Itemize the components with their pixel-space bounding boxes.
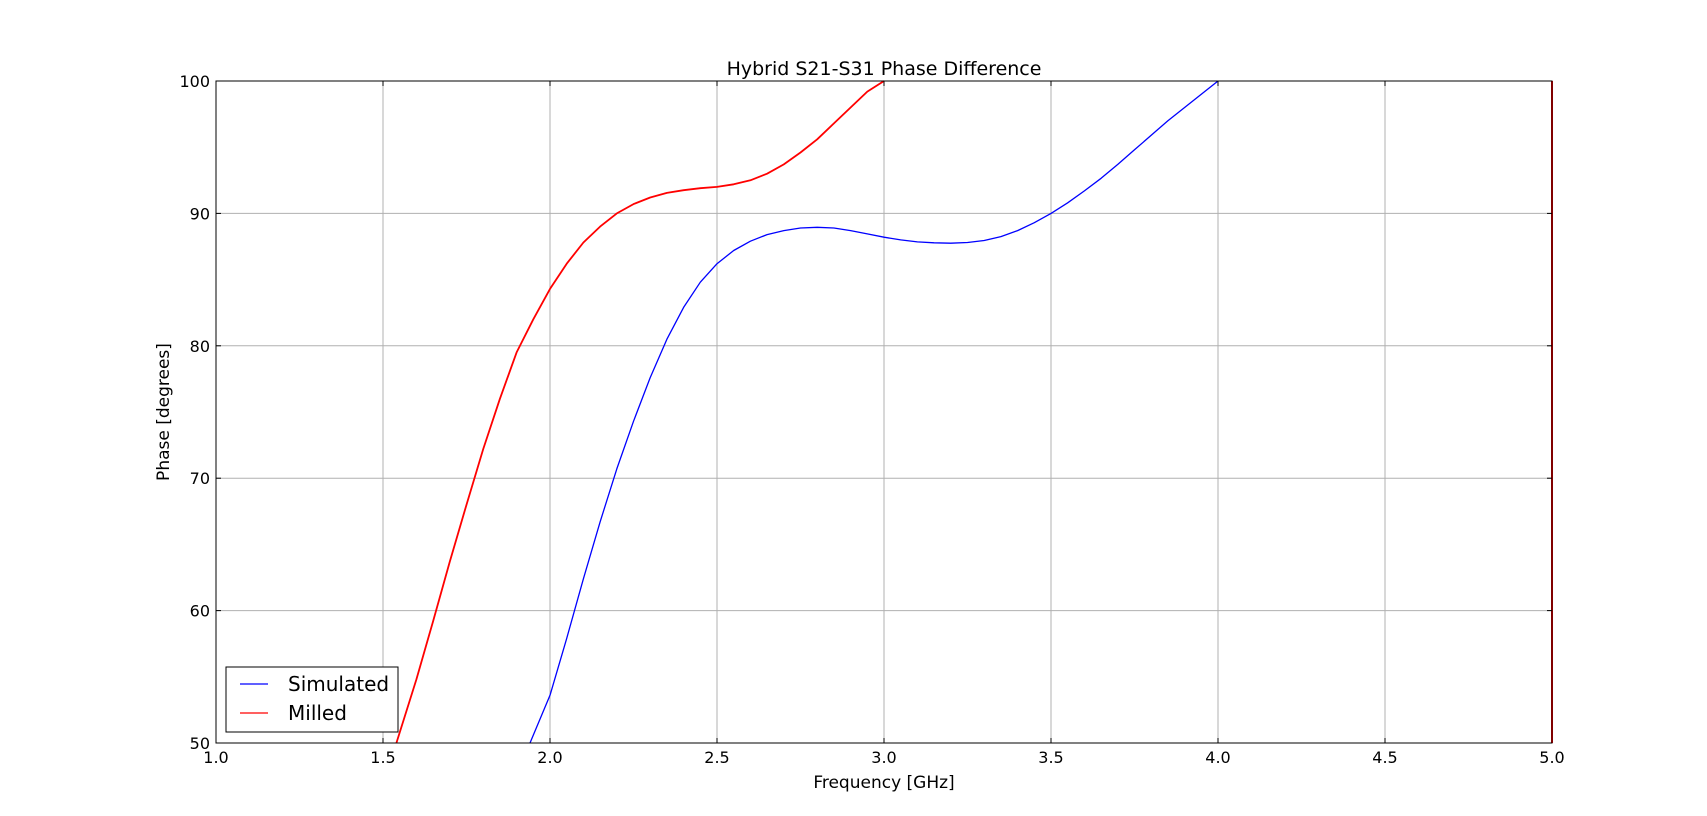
y-axis-label: Phase [degrees] xyxy=(154,343,174,481)
x-tick-label: 2.5 xyxy=(704,748,729,767)
x-tick-label: 1.0 xyxy=(203,748,228,767)
x-tick-label: 3.5 xyxy=(1038,748,1063,767)
axis-ticks: 1.0 1.5 2.0 2.5 3.0 3.5 4.0 4.5 5.0 50 60 70 80 90 100 xyxy=(179,72,1564,767)
x-tick-label: 5.0 xyxy=(1539,748,1564,767)
legend-box xyxy=(225,666,399,733)
y-tick-label: 60 xyxy=(190,602,210,621)
x-tick-label: 4.5 xyxy=(1372,748,1397,767)
x-tick-label: 1.5 xyxy=(370,748,395,767)
x-tick-label: 2.0 xyxy=(537,748,562,767)
x-tick-label: 4.0 xyxy=(1205,748,1230,767)
x-axis-label: Frequency [GHz] xyxy=(813,773,954,793)
grid-lines xyxy=(216,81,1552,743)
legend-label-simulated: Simulated xyxy=(288,672,389,696)
legend: Simulated Milled xyxy=(225,666,399,733)
series-line-simulated xyxy=(529,80,1219,744)
y-tick-label: 80 xyxy=(190,337,210,356)
y-tick-label: 70 xyxy=(190,469,210,488)
legend-label-milled: Milled xyxy=(288,701,347,725)
chart-title: Hybrid S21-S31 Phase Difference xyxy=(727,58,1042,80)
x-tick-label: 3.0 xyxy=(871,748,896,767)
series-line-milled xyxy=(395,80,885,744)
y-tick-label: 90 xyxy=(190,204,210,223)
y-tick-label: 50 xyxy=(190,734,210,753)
y-tick-label: 100 xyxy=(179,72,210,91)
